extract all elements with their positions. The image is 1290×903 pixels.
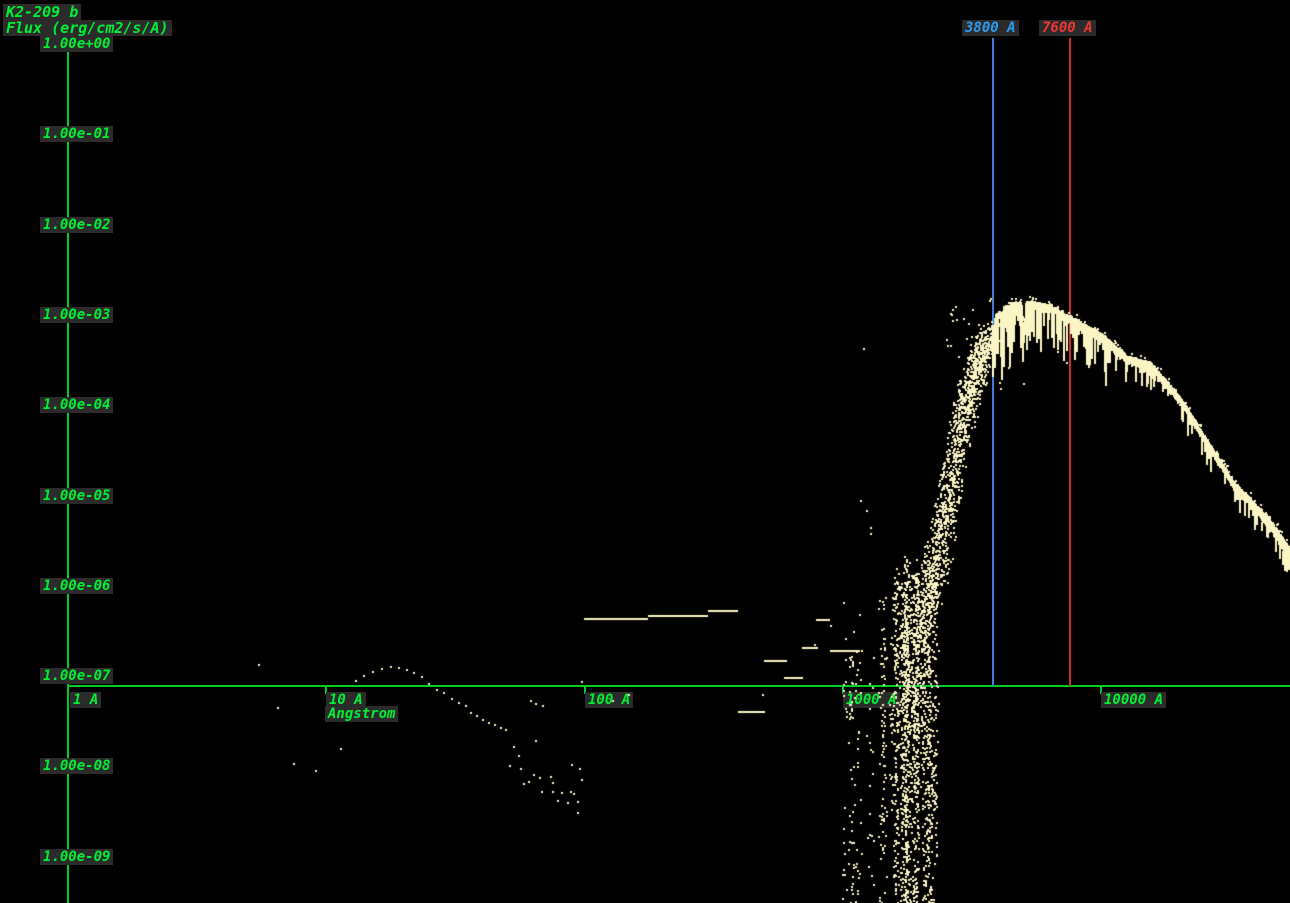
spectrum-data-points — [0, 0, 1290, 903]
spectrum-plot-window: K2-209 b Flux (erg/cm2/s/A) 1.00e+001.00… — [0, 0, 1290, 903]
